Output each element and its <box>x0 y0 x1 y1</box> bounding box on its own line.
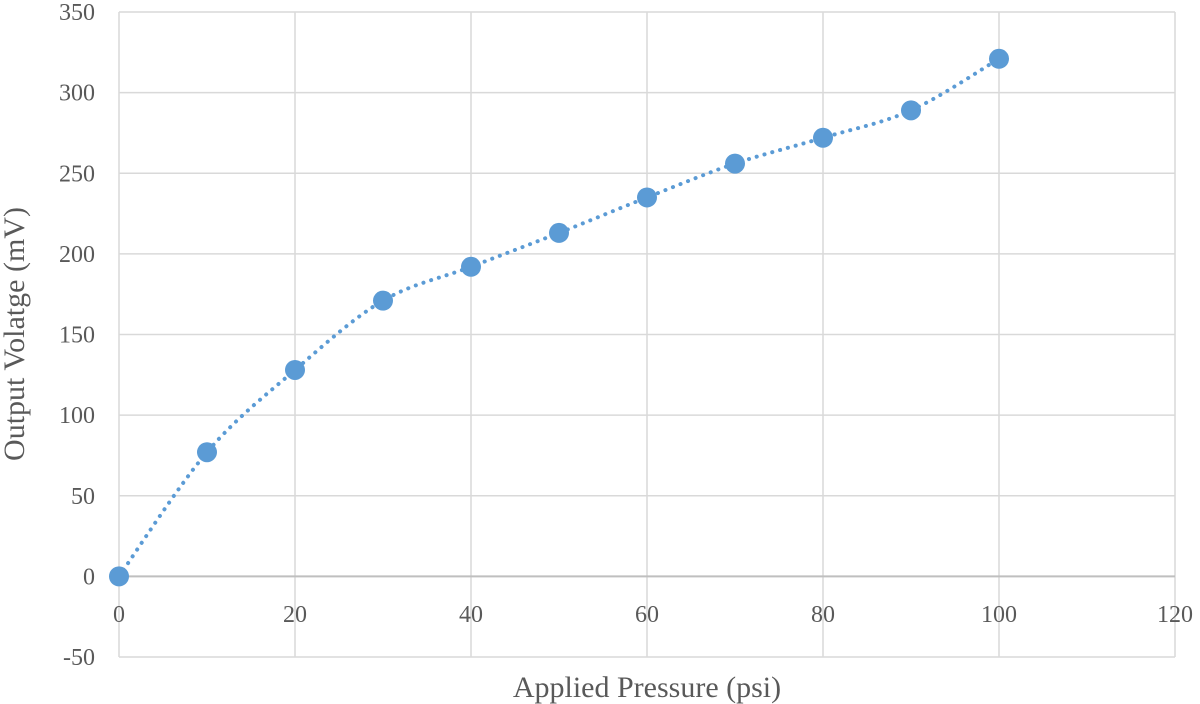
y-tick-label: 0 <box>83 564 95 590</box>
data-point <box>725 153 745 174</box>
y-tick-label: 350 <box>59 0 95 26</box>
data-point <box>813 127 833 148</box>
x-tick-label: 20 <box>283 602 307 628</box>
data-point <box>109 566 129 587</box>
data-point <box>285 359 305 380</box>
data-point <box>989 48 1009 69</box>
y-tick-label: 300 <box>59 81 95 107</box>
grid-layer <box>118 11 1176 658</box>
x-axis-title: Applied Pressure (psi) <box>513 671 781 704</box>
data-point <box>549 222 569 243</box>
x-tick-label: 120 <box>1157 602 1193 628</box>
x-tick-label: 80 <box>811 602 835 628</box>
x-tick-label: 0 <box>113 602 125 628</box>
y-tick-label: -50 <box>63 645 95 671</box>
data-point <box>373 290 393 311</box>
data-point <box>637 187 657 208</box>
x-tick-label: 60 <box>635 602 659 628</box>
y-tick-label: 150 <box>59 323 95 349</box>
trendline <box>117 56 1001 579</box>
data-point <box>901 100 921 121</box>
axis-layer: -50 0 50 100 150 200 250 300 350 0 20 40 60 80 100 120 <box>59 0 1193 671</box>
y-tick-label: 50 <box>71 484 95 510</box>
data-point <box>461 256 481 277</box>
x-tick-label: 100 <box>981 602 1017 628</box>
data-point-layer <box>109 48 1009 587</box>
y-tick-label: 200 <box>59 242 95 268</box>
y-axis-title: Output Volatge (mV) <box>0 207 31 461</box>
y-tick-label: 100 <box>59 403 95 429</box>
y-tick-label: 250 <box>59 161 95 187</box>
data-point <box>197 442 217 463</box>
x-tick-label: 40 <box>459 602 483 628</box>
trendline-layer <box>117 56 1001 579</box>
